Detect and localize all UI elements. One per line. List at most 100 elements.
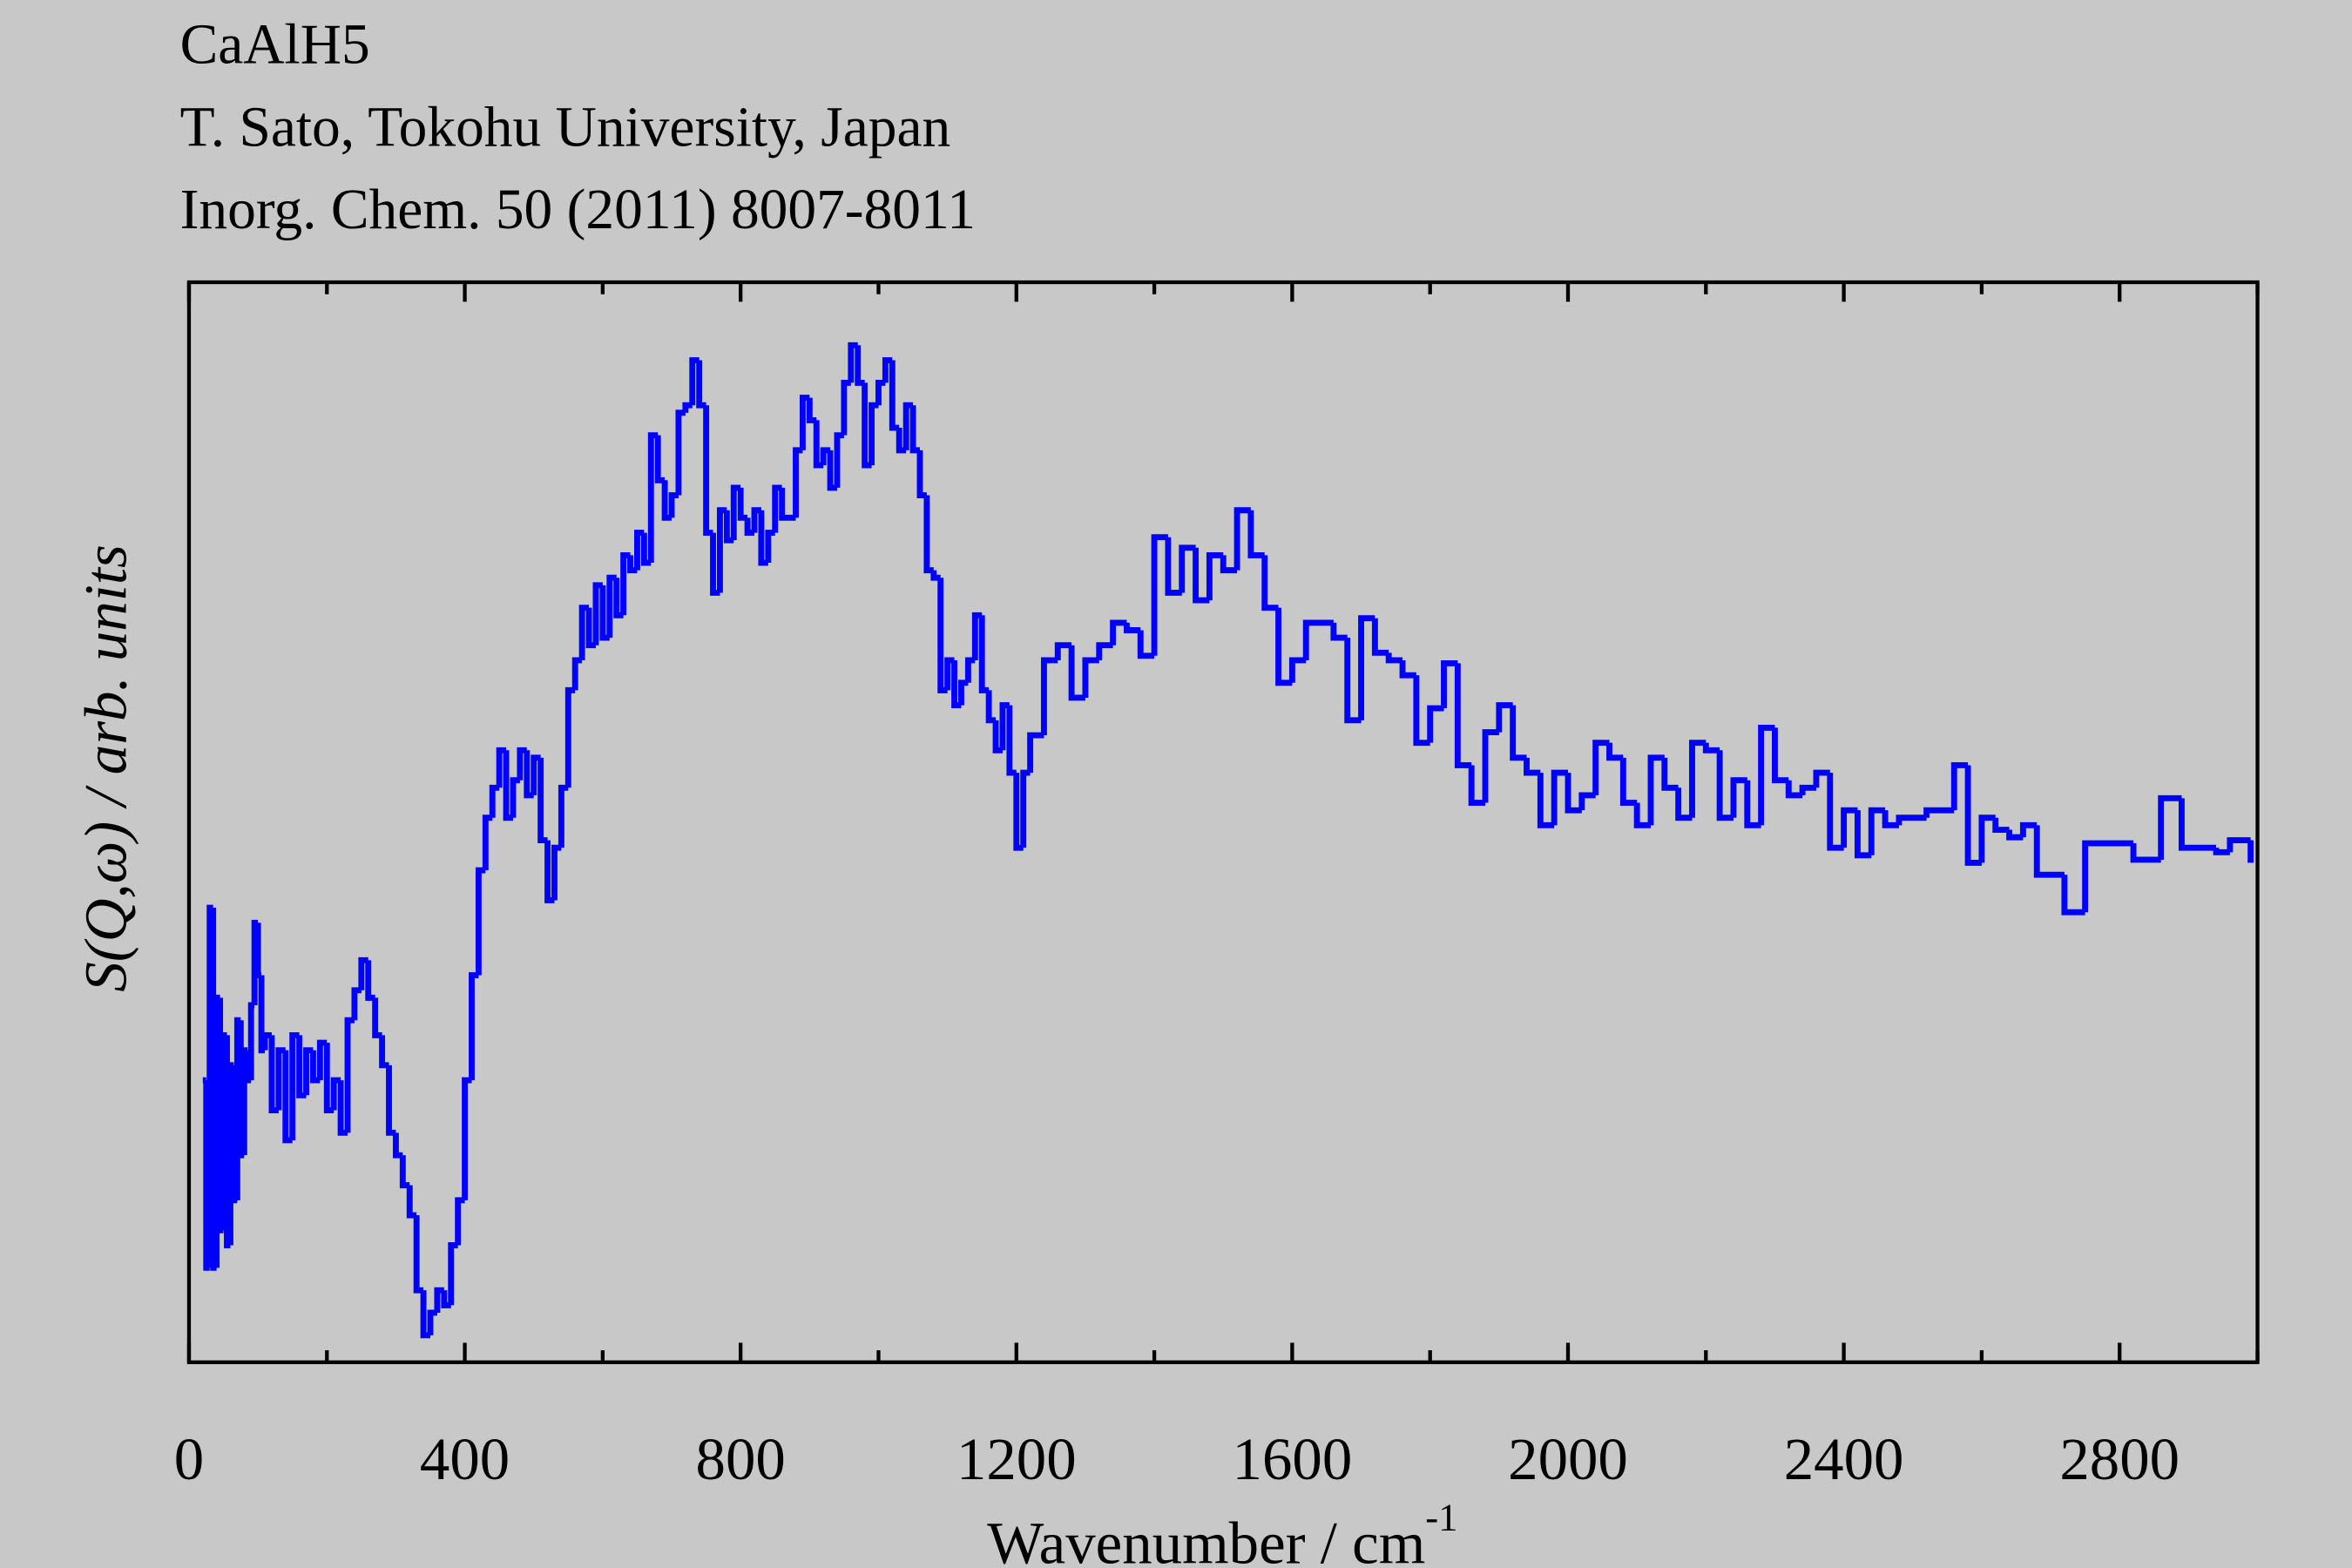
title-line: Inorg. Chem. 50 (2011) 8007-8011	[180, 179, 976, 241]
step-segment	[1992, 817, 2010, 833]
step-segment	[1524, 757, 1541, 776]
step-segment	[2006, 829, 2024, 841]
title-line: T. Sato, Tokohu University, Japan	[180, 96, 951, 159]
step-segment	[1578, 792, 1596, 811]
step-segment	[1551, 769, 1568, 826]
x-tick-label: 1600	[1233, 1426, 1353, 1492]
step-segment	[1247, 510, 1265, 558]
step-segment	[1137, 630, 1155, 659]
step-segment	[365, 960, 375, 1001]
x-axis-label: Wavenumber / cm-1	[987, 1496, 1457, 1568]
step-segment	[1964, 765, 1982, 866]
step-segment	[1841, 807, 1858, 848]
step-segment	[213, 994, 220, 1268]
step-segment	[1054, 642, 1072, 660]
step-segment	[1413, 675, 1430, 747]
step-segment	[1220, 555, 1238, 574]
x-tick-label: 2800	[2059, 1426, 2180, 1492]
step-segment	[496, 747, 507, 788]
step-segment	[1799, 784, 1816, 795]
step-segment	[1261, 555, 1279, 612]
step-segment	[1619, 757, 1638, 806]
step-segment	[1330, 622, 1348, 641]
x-tick-label: 800	[696, 1426, 786, 1492]
step-segment	[1496, 702, 1513, 733]
step-segment	[1730, 777, 1747, 818]
step-segment	[386, 1064, 396, 1136]
x-axis-label-sup: -1	[1425, 1496, 1457, 1539]
step-segment	[1510, 705, 1527, 761]
step-segment	[1744, 780, 1761, 828]
step-segment	[1027, 732, 1044, 774]
step-segment	[1950, 762, 1969, 811]
step-segment	[1151, 534, 1168, 656]
step-segment	[2158, 794, 2182, 860]
step-segment	[1123, 622, 1141, 633]
step-segment	[1785, 780, 1803, 799]
step-segment	[2227, 837, 2251, 853]
step-segment	[1592, 740, 1610, 795]
step-segment	[1647, 754, 1665, 826]
step-segment	[1399, 659, 1416, 679]
step-segment	[896, 428, 907, 454]
step-segment	[1288, 657, 1307, 683]
step-segment	[2179, 798, 2217, 851]
step-segment	[1275, 607, 1293, 686]
step-segment	[1896, 814, 1927, 826]
step-segment	[2130, 843, 2161, 863]
step-segment	[1827, 773, 1844, 851]
step-segment	[1716, 750, 1734, 821]
step-segment	[1702, 742, 1720, 754]
step-segment	[1689, 740, 1707, 818]
step-segment	[441, 1290, 451, 1308]
plot-area: 0 400 800 1200 1600 2000 2400 2800	[174, 280, 2260, 1492]
step-segment	[1082, 657, 1099, 698]
step-segment	[793, 447, 803, 518]
step-segment	[247, 1002, 255, 1081]
step-segment	[1758, 724, 1775, 826]
step-segment	[1772, 727, 1789, 784]
step-segment	[2061, 875, 2085, 916]
step-segment	[1882, 810, 1899, 828]
step-segment	[1868, 807, 1886, 855]
step-segment	[1206, 551, 1224, 601]
step-segment	[1385, 652, 1403, 664]
step-segment	[1193, 547, 1210, 604]
step-segment	[1923, 807, 1955, 818]
step-segment	[2213, 848, 2230, 855]
step-segment	[1813, 769, 1830, 788]
step-segment	[1358, 615, 1375, 720]
step-segment	[1537, 773, 1555, 828]
step-segment	[1371, 618, 1389, 656]
step-segment	[1633, 802, 1651, 828]
step-segment	[1068, 645, 1085, 701]
step-segment	[254, 923, 262, 978]
step-segment	[661, 480, 672, 521]
step-segment	[1302, 619, 1334, 660]
step-segment	[1854, 810, 1872, 859]
step-segment	[1661, 757, 1679, 791]
step-segment	[1482, 729, 1499, 803]
x-tick-label: 1200	[956, 1426, 1077, 1492]
step-segment	[1233, 507, 1251, 571]
step-segment	[1096, 642, 1113, 660]
step-segment	[1454, 663, 1472, 768]
step-segment	[1978, 814, 1996, 863]
step-segment	[1110, 619, 1127, 645]
x-tick-label: 0	[174, 1426, 204, 1492]
x-tick-label: 400	[420, 1426, 510, 1492]
step-segment	[1041, 657, 1058, 736]
step-segment	[1468, 765, 1486, 806]
step-segment	[517, 747, 527, 781]
plot-frame	[186, 280, 2260, 1364]
step-segment	[2082, 840, 2134, 913]
step-segment	[1675, 787, 1693, 821]
step-segment	[971, 612, 983, 660]
step-segment	[1441, 659, 1458, 709]
step-segment	[1179, 544, 1196, 593]
step-segment	[1606, 742, 1624, 761]
title-line: CaAlH5	[180, 14, 370, 77]
step-segment	[1427, 705, 1444, 743]
x-axis-label-main: Wavenumber / cm	[987, 1511, 1425, 1568]
step-segment	[779, 487, 789, 521]
